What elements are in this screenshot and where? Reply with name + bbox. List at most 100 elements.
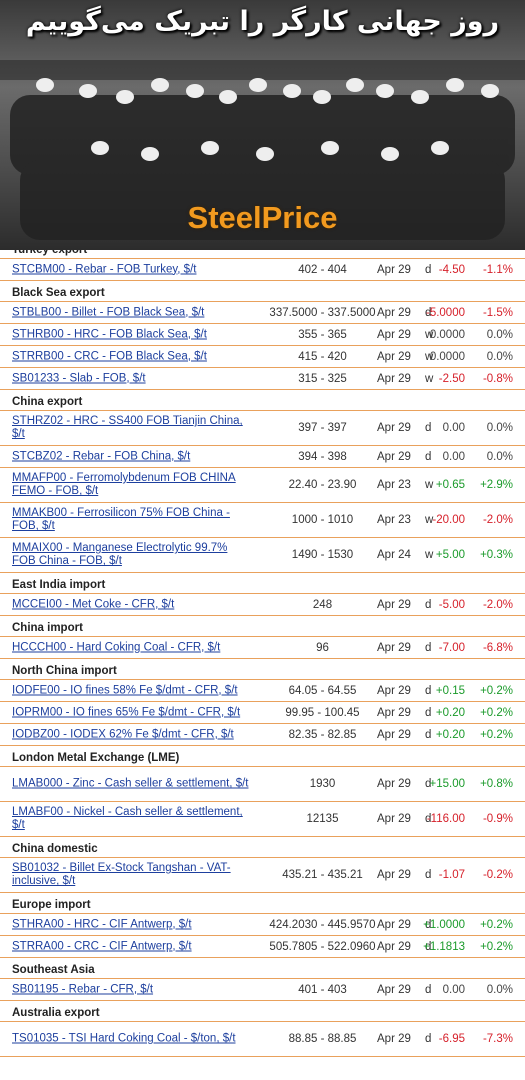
change-pct: +2.9%	[480, 479, 513, 491]
helmet	[186, 84, 204, 98]
assess-date: Apr 29	[377, 372, 411, 385]
change-pct: -0.2%	[482, 869, 513, 881]
assess-date: Apr 29	[377, 706, 411, 719]
change: +0.15	[435, 684, 465, 697]
change-pct: -1.5%	[482, 306, 513, 319]
price-range: 355 - 365	[298, 328, 347, 341]
period: d	[425, 869, 432, 881]
price-range: 401 - 403	[298, 983, 347, 996]
instrument-link[interactable]: IOPRM00 - IO fines 65% Fe $/dmt - CFR, $…	[12, 706, 241, 718]
price-range: 394 - 398	[298, 450, 347, 463]
section-title: China domestic	[0, 837, 525, 858]
change: +0.20	[435, 728, 465, 741]
instrument-link[interactable]: MMAIX00 - Manganese Electrolytic 99.7% F…	[12, 542, 228, 567]
assess-date: Apr 29	[377, 306, 411, 319]
price-row: HCCCH00 - Hard Coking Coal - CFR, $/t 96 A…	[0, 637, 525, 659]
period: d	[425, 778, 432, 790]
period: d	[425, 684, 432, 697]
instrument-link[interactable]: STRRB00 - CRC - FOB Black Sea, $/t	[12, 350, 207, 362]
instrument-link[interactable]: SB01032 - Billet Ex-Stock Tangshan - VAT…	[12, 862, 231, 887]
price-row: MMAKB00 - Ferrosilicon 75% FOB China - F…	[0, 503, 525, 538]
period: w	[425, 514, 434, 526]
assess-date: Apr 29	[377, 263, 411, 276]
price-range: 402 - 404	[298, 263, 347, 276]
price-range: 1930	[309, 778, 336, 790]
section-title: Australia export	[0, 1001, 525, 1022]
change-pct: 0.0%	[486, 350, 513, 363]
helmet	[151, 78, 169, 92]
instrument-link[interactable]: MCCEI00 - Met Coke - CFR, $/t	[12, 598, 175, 610]
instrument-link[interactable]: MMAKB00 - Ferrosilicon 75% FOB China - F…	[12, 507, 230, 532]
assess-date: Apr 29	[377, 684, 411, 697]
period: d	[425, 598, 432, 611]
price-row: STBLB00 - Billet - FOB Black Sea, $/t 337…	[0, 302, 525, 324]
assess-date: Apr 29	[377, 328, 411, 341]
price-range: 397 - 397	[298, 422, 347, 434]
instrument-link[interactable]: TS01035 - TSI Hard Coking Coal - $/ton, …	[12, 1032, 236, 1045]
change-pct: -2.0%	[482, 598, 513, 611]
period: w	[425, 328, 434, 341]
change: +1.1813	[423, 940, 465, 953]
price-row: IOPRM00 - IO fines 65% Fe $/dmt - CFR, $…	[0, 702, 525, 724]
instrument-link[interactable]: STHRA00 - HRC - CIF Antwerp, $/t	[12, 918, 192, 930]
change: -1.07	[438, 869, 465, 881]
change: -2.50	[438, 372, 465, 385]
change: 0.00	[442, 450, 465, 463]
change: 0.0000	[429, 350, 465, 363]
instrument-link[interactable]: SB01195 - Rebar - CFR, $/t	[12, 983, 154, 995]
change-pct: +0.2%	[480, 728, 513, 741]
price-row: STCBM00 - Rebar - FOB Turkey, $/t 402 - 4…	[0, 259, 525, 281]
helmet	[481, 84, 499, 98]
period: d	[425, 706, 432, 719]
price-row: SB01032 - Billet Ex-Stock Tangshan - VAT…	[0, 858, 525, 893]
change: +0.20	[435, 706, 465, 719]
assess-date: Apr 29	[377, 918, 411, 931]
section-title: East India import	[0, 573, 525, 594]
period: d	[425, 918, 432, 931]
instrument-link[interactable]: STHRZ02 - HRC - SS400 FOB Tianjin China,…	[12, 415, 243, 440]
helmet	[249, 78, 267, 92]
change-pct: -2.0%	[482, 514, 513, 526]
price-row: LMABF00 - Nickel - Cash seller & settlem…	[0, 802, 525, 837]
instrument-link[interactable]: STRRA00 - CRC - CIF Antwerp, $/t	[12, 940, 192, 952]
instrument-link[interactable]: STHRB00 - HRC - FOB Black Sea, $/t	[12, 328, 207, 340]
change-pct: -0.8%	[482, 372, 513, 385]
section-title: Europe import	[0, 893, 525, 914]
section-title: Black Sea export	[0, 281, 525, 302]
helmet	[283, 84, 301, 98]
banner: روز جهانی کارگر را تبریک می‌گوییم SteelP…	[0, 0, 525, 250]
banner-title: روز جهانی کارگر را تبریک می‌گوییم	[25, 6, 500, 37]
instrument-link[interactable]: LMAB000 - Zinc - Cash seller & settlemen…	[12, 777, 249, 790]
change-pct: -0.9%	[482, 813, 513, 825]
instrument-link[interactable]: IODBZ00 - IODEX 62% Fe $/dmt - CFR, $/t	[12, 728, 234, 740]
period: d	[425, 641, 432, 654]
change: 0.0000	[429, 328, 465, 341]
instrument-link[interactable]: STCBM00 - Rebar - FOB Turkey, $/t	[12, 263, 197, 275]
assess-date: Apr 29	[377, 1033, 411, 1045]
helmet	[376, 84, 394, 98]
instrument-link[interactable]: MMAFP00 - Ferromolybdenum FOB CHINA FEMO…	[12, 472, 236, 497]
instrument-link[interactable]: STCBZ02 - Rebar - FOB China, $/t	[12, 450, 191, 462]
price-range: 99.95 - 100.45	[285, 706, 360, 719]
period: d	[425, 306, 432, 319]
change: -4.50	[438, 263, 465, 276]
period: d	[425, 983, 432, 996]
section-title: London Metal Exchange (LME)	[0, 746, 525, 767]
instrument-link[interactable]: IODFE00 - IO fines 58% Fe $/dmt - CFR, $…	[12, 684, 238, 696]
price-row: STHRA00 - HRC - CIF Antwerp, $/t 424.2030…	[0, 914, 525, 936]
helmet	[116, 90, 134, 104]
instrument-link[interactable]: STBLB00 - Billet - FOB Black Sea, $/t	[12, 306, 205, 318]
price-row: IODBZ00 - IODEX 62% Fe $/dmt - CFR, $/t 8…	[0, 724, 525, 746]
change: 0.00	[442, 422, 465, 434]
instrument-link[interactable]: HCCCH00 - Hard Coking Coal - CFR, $/t	[12, 641, 221, 653]
section-title: China import	[0, 616, 525, 637]
change: +5.00	[435, 549, 465, 561]
section-title: North China import	[0, 659, 525, 680]
assess-date: Apr 29	[377, 869, 411, 881]
assess-date: Apr 29	[377, 813, 411, 825]
instrument-link[interactable]: SB01233 - Slab - FOB, $/t	[12, 372, 146, 384]
banner-logo: SteelPrice	[187, 200, 338, 235]
price-row: MCCEI00 - Met Coke - CFR, $/t 248 Apr 29 d -…	[0, 594, 525, 616]
instrument-link[interactable]: LMABF00 - Nickel - Cash seller & settlem…	[12, 806, 243, 831]
